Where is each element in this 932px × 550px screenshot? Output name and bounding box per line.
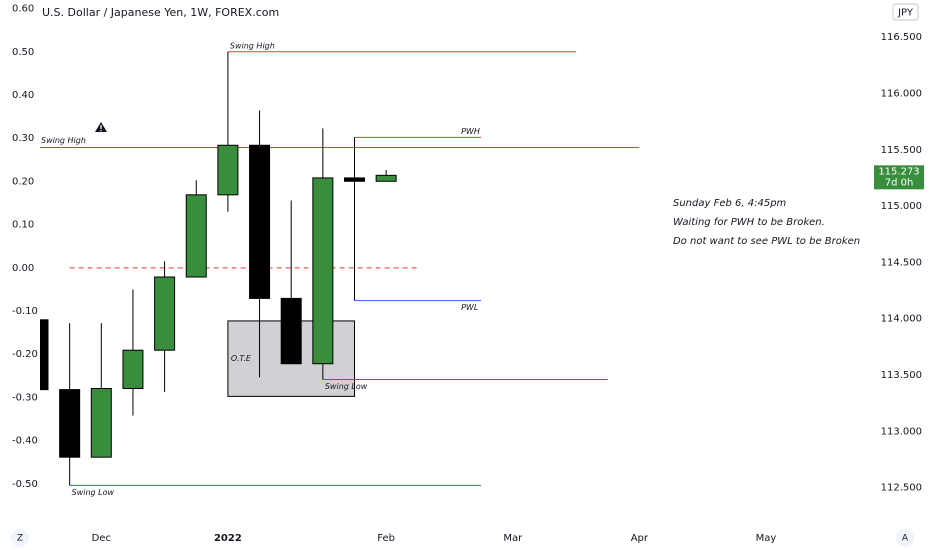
- note: Waiting for PWH to be Broken.: [673, 217, 825, 228]
- candle-body: [344, 177, 365, 182]
- y2-tick-label: 112.500: [881, 483, 922, 494]
- x-tick-label: Feb: [377, 533, 395, 544]
- candle-body: [249, 144, 271, 299]
- candle-body: [90, 387, 112, 458]
- x-tick-label: 2022: [214, 533, 242, 544]
- y-tick-label: 0.50: [12, 47, 34, 58]
- countdown: 7d 0h: [885, 177, 914, 188]
- candle-body: [59, 389, 81, 458]
- zoom-button[interactable]: [11, 529, 29, 547]
- candle-body: [40, 319, 49, 391]
- y2-tick-label: 116.500: [881, 32, 922, 43]
- candle-body: [217, 144, 239, 196]
- y2-tick-label: 115.000: [881, 201, 922, 212]
- y-tick-label: -0.50: [12, 479, 38, 490]
- price-tag-label: 115.273: [878, 166, 919, 177]
- level-label: Swing Low: [72, 488, 115, 497]
- level-label: Swing Low: [325, 382, 368, 391]
- y2-tick-label: 114.000: [881, 314, 922, 325]
- y-tick-label: -0.20: [12, 349, 38, 360]
- y-tick-label: 0.30: [12, 133, 34, 144]
- y-tick-label: -0.30: [12, 392, 38, 403]
- candle-body: [154, 276, 176, 351]
- candle-body: [185, 194, 207, 278]
- y2-tick-label: 113.500: [881, 370, 922, 381]
- candle-body: [312, 177, 334, 365]
- y-tick-label: -0.10: [12, 306, 38, 317]
- y-tick-label: 0.20: [12, 176, 34, 187]
- price-tag: [874, 165, 924, 190]
- warning-icon[interactable]: [95, 122, 107, 132]
- zone-label: O.T.E: [231, 354, 252, 363]
- level-label: Swing High: [230, 41, 275, 50]
- y-tick-label: 0.40: [12, 90, 34, 101]
- y2-tick-label: 115.500: [881, 145, 922, 156]
- level-label: Swing High: [41, 136, 86, 145]
- candle-body: [280, 297, 302, 365]
- auto-label[interactable]: A: [902, 534, 909, 544]
- note: Sunday Feb 6, 4:45pm: [673, 198, 787, 209]
- level-label: PWH: [461, 127, 480, 136]
- y-tick-label: -0.40: [12, 436, 38, 447]
- x-tick-label: Dec: [92, 533, 111, 544]
- chart-title: U.S. Dollar / Japanese Yen, 1W, FOREX.co…: [42, 6, 279, 19]
- x-tick-label: Mar: [503, 533, 523, 544]
- y2-tick-label: 114.500: [881, 257, 922, 268]
- y2-tick-label: 113.000: [881, 426, 922, 437]
- currency-box[interactable]: [892, 3, 919, 21]
- auto-button[interactable]: [896, 529, 914, 547]
- currency[interactable]: JPY: [897, 8, 914, 19]
- plot-area: O.T.E: [40, 51, 640, 486]
- note: Do not want to see PWL to be Broken: [673, 236, 860, 247]
- y2-tick-label: 116.000: [881, 88, 922, 99]
- level-label: PWL: [461, 303, 478, 312]
- x-tick-label: May: [756, 533, 777, 544]
- x-tick-label: Apr: [631, 533, 649, 544]
- candle-body: [375, 174, 397, 182]
- y-tick-label: 0.00: [12, 263, 34, 274]
- y-tick-label: 0.60: [12, 4, 34, 15]
- y-tick-label: 0.10: [12, 220, 34, 231]
- zoom-label[interactable]: Z: [17, 534, 23, 544]
- candle-body: [122, 349, 144, 389]
